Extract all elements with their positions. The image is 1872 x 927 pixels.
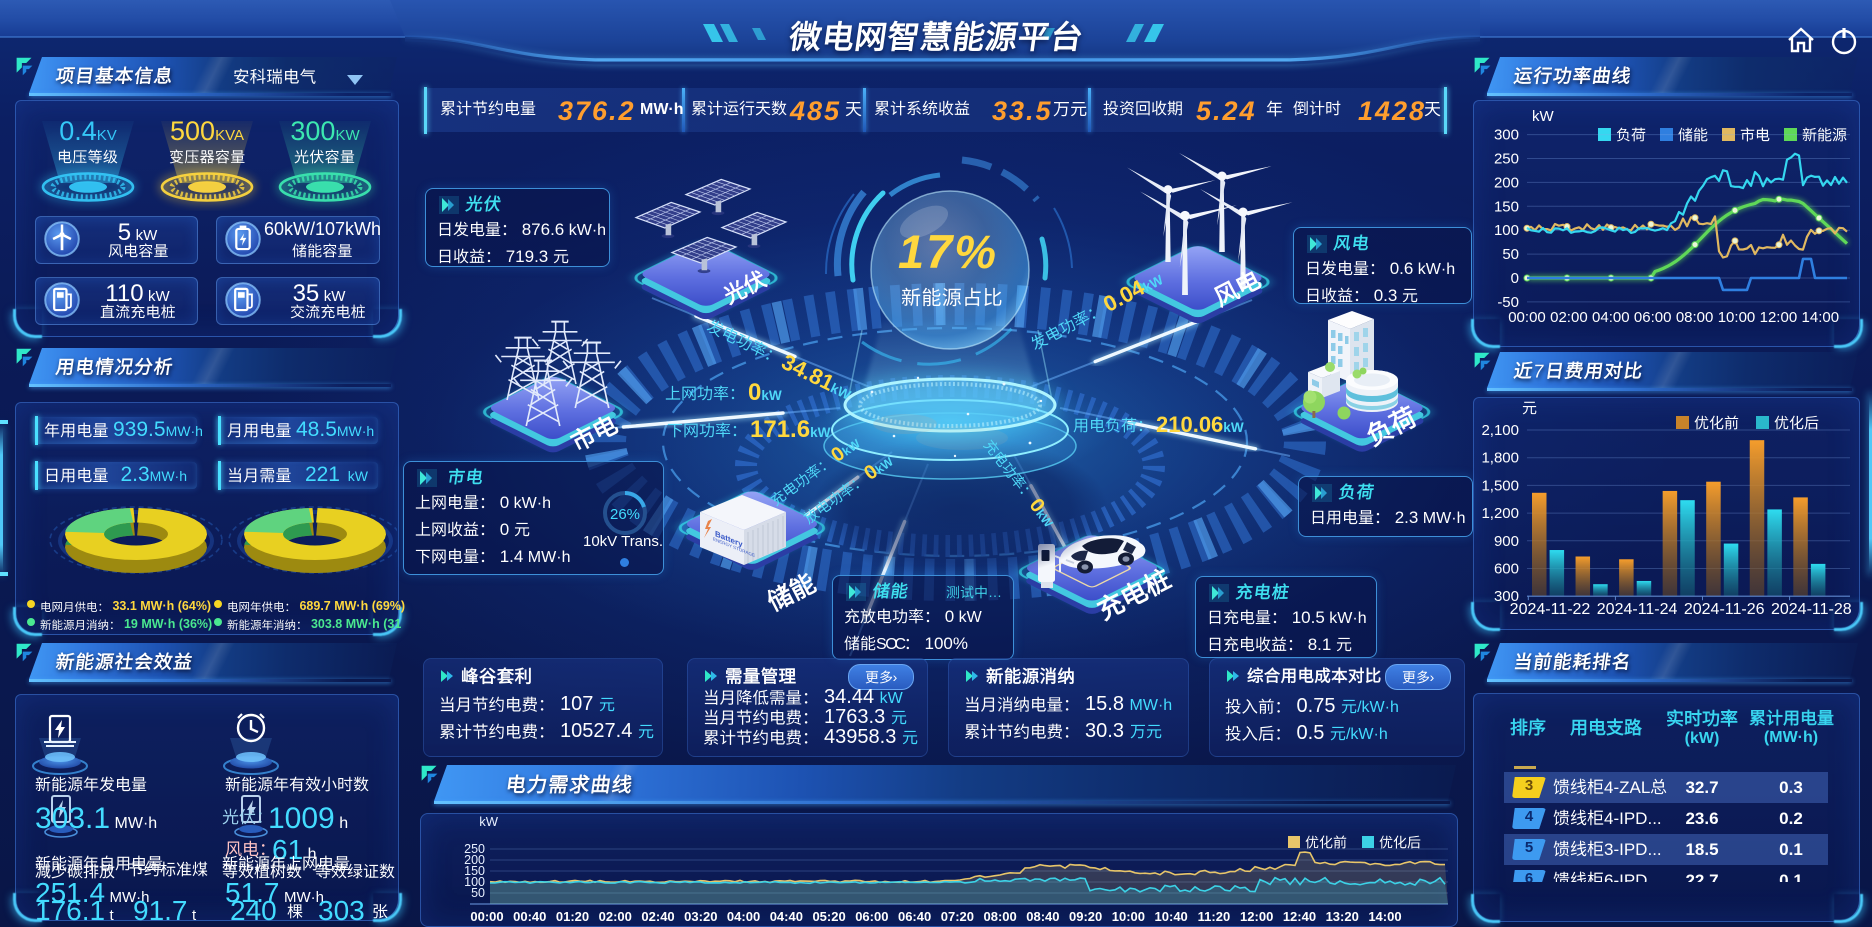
svg-text:00:00: 00:00	[1508, 309, 1546, 326]
svg-text:250: 250	[464, 842, 485, 856]
svg-text:C: C	[895, 636, 907, 651]
svg-text:300: 300	[1494, 127, 1519, 144]
svg-text:03:20: 03:20	[684, 909, 717, 924]
svg-text:01:20: 01:20	[556, 909, 589, 924]
svg-text:kW: kW	[1532, 108, 1555, 125]
svg-text:900: 900	[1494, 533, 1519, 550]
svg-text:300: 300	[1494, 588, 1519, 605]
svg-text:2024-11-26: 2024-11-26	[1684, 601, 1765, 618]
svg-text:0: 0	[1511, 270, 1519, 287]
svg-text:02:00: 02:00	[1550, 309, 1588, 326]
svg-text:200: 200	[1494, 174, 1519, 191]
svg-text:10:00: 10:00	[1718, 309, 1756, 326]
svg-text:00:00: 00:00	[470, 909, 503, 924]
svg-text:11:20: 11:20	[1198, 909, 1231, 924]
svg-text:02:40: 02:40	[641, 909, 674, 924]
svg-text:04:40: 04:40	[770, 909, 803, 924]
svg-text:08:00: 08:00	[1676, 309, 1714, 326]
svg-text:14:00: 14:00	[1368, 909, 1401, 924]
svg-text:04:00: 04:00	[727, 909, 760, 924]
svg-text:O: O	[885, 636, 897, 651]
svg-text:08:00: 08:00	[983, 909, 1016, 924]
svg-text:100: 100	[1494, 222, 1519, 239]
svg-text:1,200: 1,200	[1481, 505, 1519, 522]
svg-text:2024-11-22: 2024-11-22	[1510, 601, 1591, 618]
svg-text:10:00: 10:00	[1112, 909, 1145, 924]
svg-text:07:20: 07:20	[941, 909, 974, 924]
svg-text:2024-11-28: 2024-11-28	[1771, 601, 1852, 618]
svg-text:12:00: 12:00	[1760, 309, 1798, 326]
svg-text:2,100: 2,100	[1481, 422, 1519, 439]
svg-text:06:00: 06:00	[1634, 309, 1672, 326]
svg-text:02:00: 02:00	[599, 909, 632, 924]
svg-text:kW: kW	[479, 814, 499, 829]
svg-text:1,500: 1,500	[1481, 477, 1519, 494]
svg-text:14:00: 14:00	[1802, 309, 1840, 326]
svg-text:13:20: 13:20	[1326, 909, 1359, 924]
svg-text:250: 250	[1494, 151, 1519, 168]
svg-text:06:40: 06:40	[898, 909, 931, 924]
svg-text:04:00: 04:00	[1592, 309, 1630, 326]
svg-text:12:40: 12:40	[1283, 909, 1316, 924]
svg-text:26%: 26%	[610, 506, 640, 523]
svg-text:17%: 17%	[898, 225, 998, 278]
svg-text:08:40: 08:40	[1026, 909, 1059, 924]
svg-text:10:40: 10:40	[1155, 909, 1188, 924]
svg-text:1,800: 1,800	[1481, 450, 1519, 467]
svg-text:7: 7	[1532, 361, 1545, 380]
svg-text:150: 150	[464, 864, 485, 878]
svg-text:09:20: 09:20	[1069, 909, 1102, 924]
svg-text:600: 600	[1494, 561, 1519, 578]
svg-text:150: 150	[1494, 198, 1519, 215]
svg-text:50: 50	[471, 886, 485, 900]
svg-text:-50: -50	[1497, 294, 1519, 311]
svg-text:2024-11-24: 2024-11-24	[1597, 601, 1678, 618]
svg-text:06:00: 06:00	[855, 909, 888, 924]
svg-text:50: 50	[1502, 246, 1519, 263]
svg-text:00:40: 00:40	[513, 909, 546, 924]
svg-text:200: 200	[464, 853, 485, 867]
svg-text:05:20: 05:20	[812, 909, 845, 924]
svg-text:12:00: 12:00	[1240, 909, 1273, 924]
svg-text:100: 100	[464, 875, 485, 889]
svg-text:S: S	[876, 636, 887, 651]
